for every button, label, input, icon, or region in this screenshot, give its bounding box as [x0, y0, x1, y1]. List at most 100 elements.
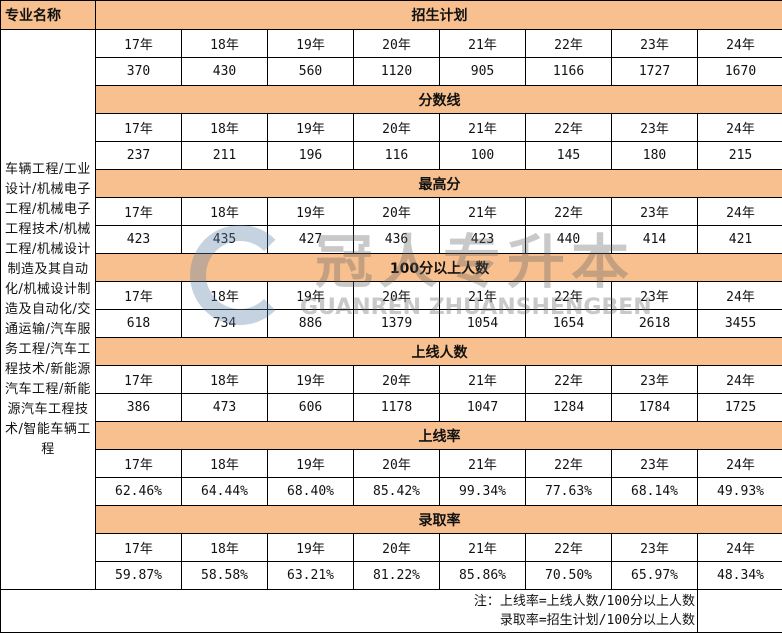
note-row: 注：上线率=上线人数/100分以上人数录取率=招生计划/100分以上人数	[0, 589, 782, 633]
value-cell: 68.40%	[267, 477, 354, 506]
value-cell: 145	[525, 141, 612, 170]
major-header: 专业名称	[0, 0, 96, 30]
formula-note: 注：上线率=上线人数/100分以上人数录取率=招生计划/100分以上人数	[95, 589, 698, 633]
year-cell: 24年	[697, 281, 782, 310]
year-cell: 18年	[181, 29, 268, 58]
value-cell: 1178	[353, 393, 440, 422]
year-row: 17年 18年 19年 20年 21年 22年 23年 24年	[1, 533, 782, 562]
value-cell: 68.14%	[611, 477, 698, 506]
value-cell: 440	[525, 225, 612, 254]
year-cell: 19年	[267, 113, 354, 142]
year-row: 17年 18年 19年 20年 21年 22年 23年 24年	[1, 113, 782, 142]
year-cell: 23年	[611, 533, 698, 562]
year-cell: 22年	[525, 29, 612, 58]
value-row: 62.46% 64.44% 68.40% 85.42% 99.34% 77.63% 68.1…	[1, 477, 782, 506]
year-cell: 17年	[95, 449, 182, 478]
year-cell: 23年	[611, 197, 698, 226]
value-row: 59.87% 58.58% 63.21% 81.22% 85.86% 70.50% 65.9…	[1, 561, 782, 590]
year-cell: 22年	[525, 533, 612, 562]
major-names: 车辆工程/工业设计/机械电子工程/机械电子工程技术/机械工程/机械设计制造及其自…	[0, 29, 96, 590]
value-cell: 1670	[697, 57, 782, 86]
value-cell: 618	[95, 309, 182, 338]
value-cell: 1047	[439, 393, 526, 422]
year-cell: 23年	[611, 449, 698, 478]
year-cell: 21年	[439, 449, 526, 478]
year-cell: 19年	[267, 29, 354, 58]
value-row: 237 211 196 116 100 145 180 215	[1, 141, 782, 170]
year-cell: 23年	[611, 365, 698, 394]
year-cell: 19年	[267, 365, 354, 394]
year-cell: 22年	[525, 197, 612, 226]
value-cell: 421	[697, 225, 782, 254]
section-header-row: 最高分	[1, 169, 782, 198]
value-cell: 734	[181, 309, 268, 338]
value-cell: 63.21%	[267, 561, 354, 590]
value-cell: 2618	[611, 309, 698, 338]
section-header-row: 100分以上人数	[1, 253, 782, 282]
section-title: 分数线	[95, 85, 782, 114]
value-cell: 430	[181, 57, 268, 86]
year-cell: 21年	[439, 533, 526, 562]
value-cell: 100	[439, 141, 526, 170]
year-cell: 23年	[611, 113, 698, 142]
value-cell: 81.22%	[353, 561, 440, 590]
value-cell: 62.46%	[95, 477, 182, 506]
year-cell: 17年	[95, 29, 182, 58]
value-cell: 370	[95, 57, 182, 86]
value-cell: 116	[353, 141, 440, 170]
value-cell: 77.63%	[525, 477, 612, 506]
value-row: 386 473 606 1178 1047 1284 1784 1725	[1, 393, 782, 422]
value-cell: 99.34%	[439, 477, 526, 506]
value-cell: 423	[95, 225, 182, 254]
value-row: 423 435 427 436 423 440 414 421	[1, 225, 782, 254]
year-row: 17年 18年 19年 20年 21年 22年 23年 24年	[1, 365, 782, 394]
year-cell: 18年	[181, 197, 268, 226]
year-cell: 21年	[439, 29, 526, 58]
value-cell: 1379	[353, 309, 440, 338]
year-cell: 18年	[181, 365, 268, 394]
year-cell: 22年	[525, 365, 612, 394]
section-header-row: 录取率	[1, 505, 782, 534]
note-line-2: 录取率=招生计划/100分以上人数	[499, 613, 695, 628]
year-cell: 22年	[525, 281, 612, 310]
year-row: 17年 18年 19年 20年 21年 22年 23年 24年	[1, 449, 782, 478]
year-cell: 24年	[697, 365, 782, 394]
year-cell: 20年	[353, 533, 440, 562]
value-cell: 59.87%	[95, 561, 182, 590]
value-row: 618 734 886 1379 1054 1654 2618 3455	[1, 309, 782, 338]
section-title: 录取率	[95, 505, 782, 534]
year-cell: 17年	[95, 365, 182, 394]
value-cell: 58.58%	[181, 561, 268, 590]
year-cell: 21年	[439, 113, 526, 142]
year-cell: 24年	[697, 197, 782, 226]
value-cell: 85.42%	[353, 477, 440, 506]
year-cell: 17年	[95, 197, 182, 226]
section-title: 100分以上人数	[95, 253, 782, 282]
year-cell: 17年	[95, 113, 182, 142]
value-cell: 64.44%	[181, 477, 268, 506]
value-cell: 1054	[439, 309, 526, 338]
year-cell: 21年	[439, 365, 526, 394]
value-cell: 1284	[525, 393, 612, 422]
section-title: 上线率	[95, 421, 782, 450]
value-cell: 211	[181, 141, 268, 170]
value-cell: 1120	[353, 57, 440, 86]
value-cell: 473	[181, 393, 268, 422]
value-cell: 237	[95, 141, 182, 170]
year-row: 17年 18年 19年 20年 21年 22年 23年 24年	[1, 197, 782, 226]
value-cell: 215	[697, 141, 782, 170]
year-cell: 18年	[181, 449, 268, 478]
year-cell: 20年	[353, 449, 440, 478]
year-cell: 24年	[697, 533, 782, 562]
value-cell: 886	[267, 309, 354, 338]
value-cell: 1784	[611, 393, 698, 422]
note-line-1: 注：上线率=上线人数/100分以上人数	[473, 594, 695, 609]
year-cell: 23年	[611, 281, 698, 310]
section-title: 最高分	[95, 169, 782, 198]
year-cell: 18年	[181, 113, 268, 142]
year-cell: 24年	[697, 449, 782, 478]
value-cell: 435	[181, 225, 268, 254]
section-header-row: 分数线	[1, 85, 782, 114]
value-cell: 180	[611, 141, 698, 170]
value-row: 370 430 560 1120 905 1166 1727 1670	[1, 57, 782, 86]
